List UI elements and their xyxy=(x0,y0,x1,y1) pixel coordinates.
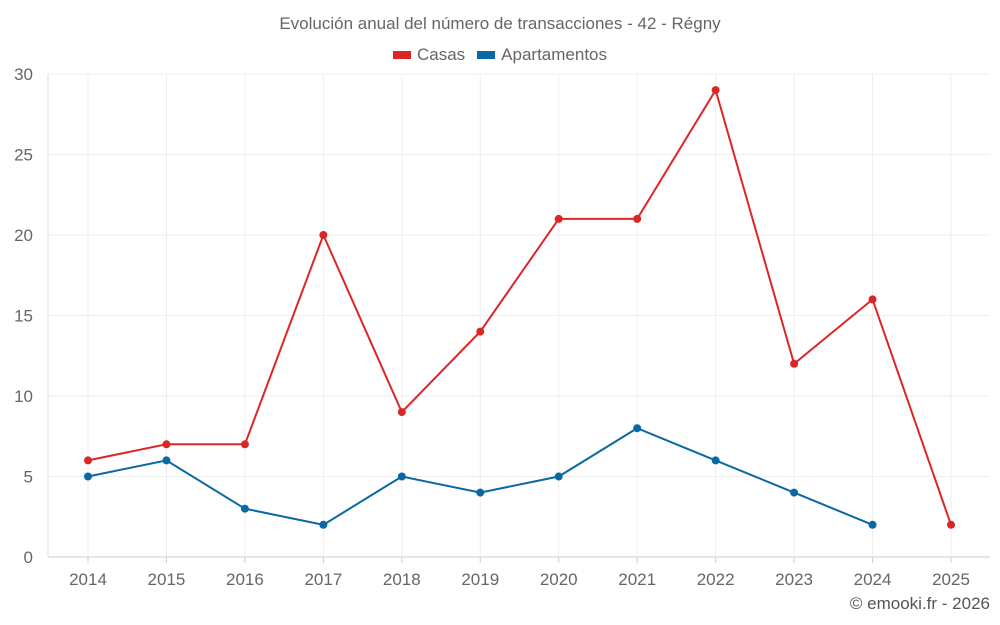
x-tick-label: 2024 xyxy=(854,570,892,589)
data-point-casas xyxy=(476,327,485,336)
y-tick-label: 0 xyxy=(24,548,33,567)
x-tick-label: 2022 xyxy=(697,570,735,589)
x-tick-label: 2025 xyxy=(932,570,970,589)
data-point-casas xyxy=(554,214,563,223)
data-point-casas xyxy=(633,214,642,223)
data-point-apartamentos xyxy=(162,456,171,465)
data-point-casas xyxy=(319,231,328,239)
series-line-casas xyxy=(87,87,952,526)
x-tick-label: 2016 xyxy=(226,570,264,589)
y-tick-label: 5 xyxy=(24,468,33,487)
data-point-apartamentos xyxy=(476,488,485,497)
y-tick-label: 15 xyxy=(14,307,33,326)
x-tick-label: 2023 xyxy=(775,570,813,589)
y-tick-label: 25 xyxy=(14,146,33,165)
data-point-casas xyxy=(162,440,171,449)
x-tick-label: 2019 xyxy=(461,570,499,589)
legend-label-apartamentos: Apartamentos xyxy=(501,45,608,64)
legend-label-casas: Casas xyxy=(416,45,466,64)
y-tick-label: 20 xyxy=(14,226,33,245)
chart-title: Evolución anual del número de transaccio… xyxy=(279,14,721,33)
data-point-casas xyxy=(711,86,720,95)
data-point-apartamentos xyxy=(397,472,406,481)
data-point-casas xyxy=(240,440,249,449)
legend-item-apartamentos[interactable]: Apartamentos xyxy=(477,45,607,65)
credit: © emooki.fr - 2026 xyxy=(849,594,990,613)
data-point-apartamentos xyxy=(240,504,249,513)
data-point-casas xyxy=(947,520,955,529)
y-tick-label: 30 xyxy=(14,65,33,84)
x-tick-label: 2021 xyxy=(618,570,656,589)
data-point-apartamentos xyxy=(84,472,92,481)
data-point-casas xyxy=(84,456,92,465)
legend-swatch-casas xyxy=(392,51,411,59)
legend-swatch-apartamentos xyxy=(477,51,496,59)
y-tick-label: 10 xyxy=(14,387,33,406)
data-point-casas xyxy=(790,359,799,368)
data-point-apartamentos xyxy=(633,424,642,433)
data-point-apartamentos xyxy=(554,472,563,481)
x-tick-label: 2020 xyxy=(540,570,578,589)
x-tick-label: 2018 xyxy=(383,570,421,589)
data-point-apartamentos xyxy=(868,520,877,529)
x-tick-label: 2015 xyxy=(148,570,186,589)
x-tick-label: 2014 xyxy=(69,570,107,589)
data-point-casas xyxy=(397,408,406,417)
data-point-apartamentos xyxy=(711,456,720,465)
data-point-apartamentos xyxy=(790,488,799,497)
data-point-casas xyxy=(868,295,877,304)
legend: Casas Apartamentos xyxy=(0,45,1000,65)
x-tick-label: 2017 xyxy=(304,570,342,589)
data-point-apartamentos xyxy=(319,520,328,529)
legend-item-casas[interactable]: Casas xyxy=(392,45,466,65)
